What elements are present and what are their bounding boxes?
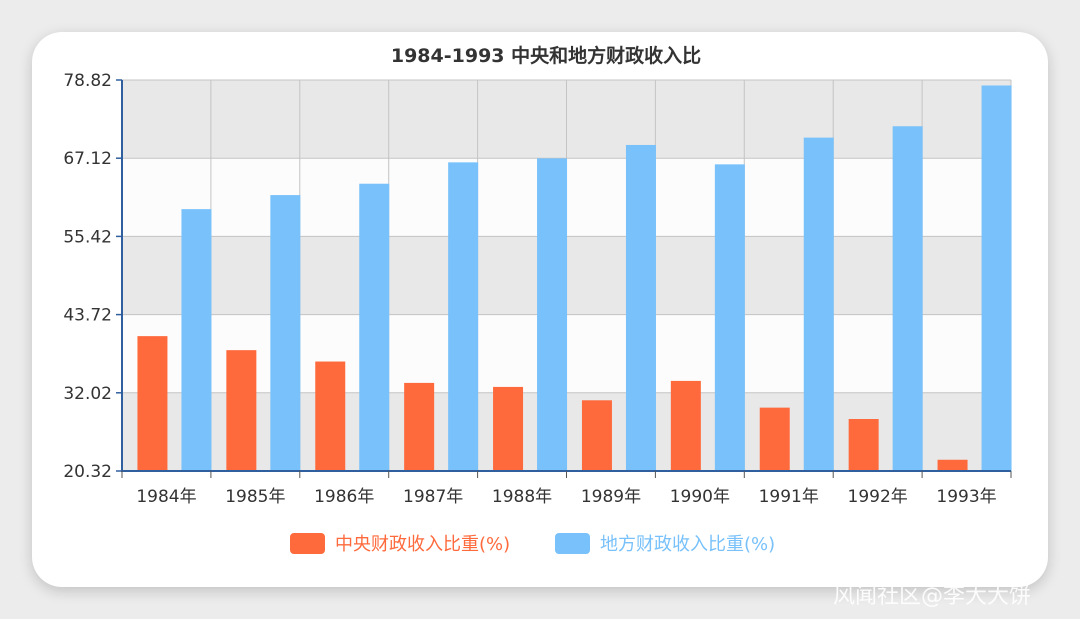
legend-label[interactable]: 中央财政收入比重(%) [335,534,510,555]
bar[interactable] [981,85,1012,471]
chart-title: 1984-1993 中央和地方财政收入比 [391,44,701,67]
y-tick-label: 32.02 [63,384,112,404]
bar[interactable] [937,459,968,471]
bar[interactable] [181,209,212,471]
y-tick-label: 55.42 [63,227,112,247]
x-tick-label: 1993年 [936,487,996,507]
bar[interactable] [848,419,879,471]
x-tick-label: 1986年 [314,487,374,507]
x-tick-label: 1990年 [670,487,730,507]
bar[interactable] [137,336,168,471]
x-tick-label: 1985年 [225,487,285,507]
bar[interactable] [892,126,923,472]
y-tick-label: 67.12 [63,149,112,169]
bar[interactable] [537,158,568,471]
x-tick-label: 1992年 [848,487,908,507]
legend[interactable]: 中央财政收入比重(%) 地方财政收入比重(%) [290,533,775,555]
legend-label[interactable]: 地方财政收入比重(%) [600,534,775,555]
y-tick-label: 43.72 [63,306,112,326]
legend-swatch[interactable] [555,533,590,554]
y-tick-labels: 78.82 67.12 55.42 43.72 32.02 20.32 [63,71,112,482]
x-tick-labels: 1984年 1985年 1986年 1987年 1988年 1989年 1990年 1991年… [136,487,996,507]
bar[interactable] [803,137,834,471]
bar[interactable] [270,195,301,471]
bar[interactable] [670,380,701,471]
bar-chart: 78.82 67.12 55.42 43.72 32.02 20.32 1984年 1985… [63,44,1012,555]
bar[interactable] [448,162,479,471]
bar[interactable] [625,144,656,471]
axes [116,79,1012,478]
y-tick-label: 20.32 [63,462,112,482]
bar[interactable] [581,400,612,471]
bars [137,85,1012,472]
bar[interactable] [315,361,346,471]
chart-card: 78.82 67.12 55.42 43.72 32.02 20.32 1984年 1985… [32,32,1048,587]
y-tick-label: 78.82 [63,71,112,91]
bar[interactable] [714,164,745,471]
legend-swatch[interactable] [290,533,325,554]
x-tick-label: 1991年 [759,487,819,507]
bar[interactable] [759,407,790,471]
x-tick-label: 1989年 [581,487,641,507]
x-tick-label: 1984年 [136,487,196,507]
watermark-text: 风闻社区@李大大饼 [833,584,1032,609]
x-tick-label: 1988年 [492,487,552,507]
bar[interactable] [404,382,435,471]
bar[interactable] [226,350,257,471]
bar[interactable] [493,386,524,471]
bar[interactable] [359,183,390,471]
x-tick-label: 1987年 [403,487,463,507]
